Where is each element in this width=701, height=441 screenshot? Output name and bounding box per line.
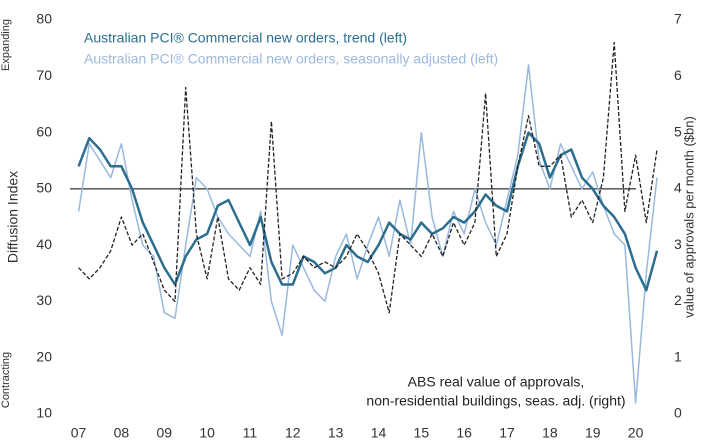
x-tick-label: 10: [199, 425, 215, 441]
y-tick-label: 80: [36, 11, 52, 27]
x-tick-label: 12: [285, 425, 301, 441]
y2-tick-label: 7: [674, 11, 682, 27]
y2-tick-label: 3: [674, 236, 682, 252]
x-tick-label: 08: [114, 425, 130, 441]
x-tick-label: 16: [456, 425, 472, 441]
y-tick-label: 10: [36, 405, 52, 421]
x-tick-label: 17: [499, 425, 515, 441]
y-tick-label: 70: [36, 67, 52, 83]
legend-entry: non-residential buildings, seas. adj. (r…: [366, 393, 625, 409]
x-tick-label: 07: [71, 425, 87, 441]
legend-entry: Australian PCI® Commercial new orders, s…: [84, 51, 498, 67]
y2-tick-label: 5: [674, 123, 682, 139]
y-tick-label: 20: [36, 348, 52, 364]
x-tick-label: 19: [585, 425, 601, 441]
x-tick-label: 09: [156, 425, 172, 441]
y-tick-label: 60: [36, 123, 52, 139]
x-tick-label: 18: [542, 425, 558, 441]
legend-entry: ABS real value of approvals,: [408, 374, 585, 390]
y-axis-label: Diffusion Index: [5, 171, 21, 263]
y2-tick-label: 2: [674, 292, 682, 308]
legend-entry: Australian PCI® Commercial new orders, t…: [84, 30, 407, 46]
x-tick-label: 20: [628, 425, 644, 441]
x-tick-label: 14: [371, 425, 387, 441]
y-tick-label: 50: [36, 180, 52, 196]
x-tick-label: 13: [328, 425, 344, 441]
x-tick-label: 15: [414, 425, 430, 441]
y2-tick-label: 1: [674, 348, 682, 364]
y-note: Contracting: [0, 352, 12, 408]
y2-tick-label: 6: [674, 67, 682, 83]
y2-tick-label: 4: [674, 180, 682, 196]
y-tick-label: 30: [36, 292, 52, 308]
y2-tick-label: 0: [674, 405, 682, 421]
y-tick-label: 40: [36, 236, 52, 252]
line-series: [77, 64, 658, 404]
y2-axis-label: value of approvals per month ($bn): [681, 116, 696, 318]
y-note: Expanding: [0, 19, 12, 71]
line-series: [78, 41, 658, 314]
x-tick-label: 11: [243, 425, 258, 441]
